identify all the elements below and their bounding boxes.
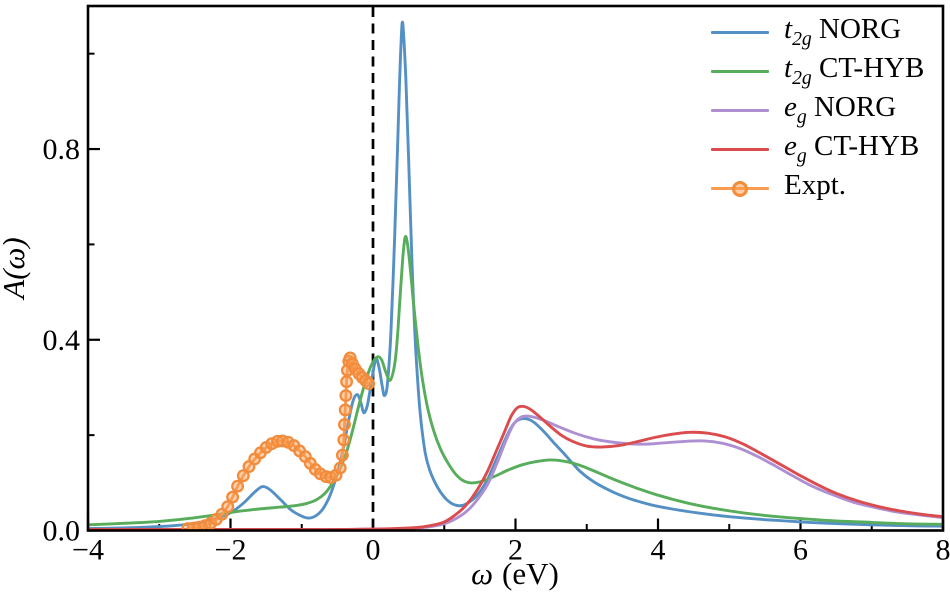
x-tick-label: 4 [651,534,666,567]
marker-expt [339,389,353,403]
marker-expt [226,490,240,504]
circle-marker-icon [732,180,748,197]
marker-expt [231,479,245,493]
legend-swatch-expt [711,180,769,197]
marker-expt [340,375,354,389]
x-tick-label: 8 [936,534,950,567]
y-axis-label: A(ω) [0,237,31,300]
marker-expt [236,469,250,483]
plot-frame [86,4,945,532]
marker-expt [338,418,351,432]
marker-expt [338,403,352,417]
y-tick-label: 0.8 [43,133,81,166]
legend-item-expt: Expt. [711,169,924,208]
legend-label: eg CT-HYB [784,130,920,168]
marker-expt [333,461,347,475]
x-tick-label: 6 [793,534,808,567]
legend-swatch-t2g-cthyb [711,69,769,74]
legend-swatch-t2g-norg [711,30,769,35]
marker-expt [221,500,235,514]
x-axis-label: ω (eV) [471,556,559,591]
x-tick-label: −2 [215,534,247,567]
curve-eg-cthyb [88,404,944,531]
x-axis-label-symbol: ω [471,556,493,591]
marker-expt [362,377,376,391]
y-tick-label: 0.4 [43,324,81,357]
curve-t2g-cthyb [88,234,944,527]
curve-t2g-norg [88,20,944,531]
legend: t2g NORG t2g CT-HYB eg NORG eg CT-HYB Ex… [711,13,924,208]
x-tick-label: 2 [508,534,523,567]
legend-label: t2g NORG [784,13,902,51]
legend-item-t2g-cthyb: t2g CT-HYB [711,52,924,91]
legend-item-eg-cthyb: eg CT-HYB [711,130,924,169]
legend-item-t2g-norg: t2g NORG [711,13,924,52]
legend-label: t2g CT-HYB [784,52,925,90]
x-tick-label: 0 [366,534,381,567]
legend-swatch-eg-cthyb [711,147,769,152]
tick-labels: −4 −2 0 2 4 6 8 0.0 0.4 0.8 [43,133,950,566]
legend-swatch-eg-norg [711,108,769,113]
legend-label: eg NORG [784,91,897,129]
x-axis-label-unit: (eV) [502,556,559,591]
marker-expt [337,433,351,447]
legend-item-eg-norg: eg NORG [711,91,924,130]
x-tick-label: −4 [72,534,104,567]
y-tick-label: 0.0 [43,515,81,548]
data-curves [88,20,944,532]
marker-expt [335,448,349,462]
legend-label: Expt. [784,169,847,202]
